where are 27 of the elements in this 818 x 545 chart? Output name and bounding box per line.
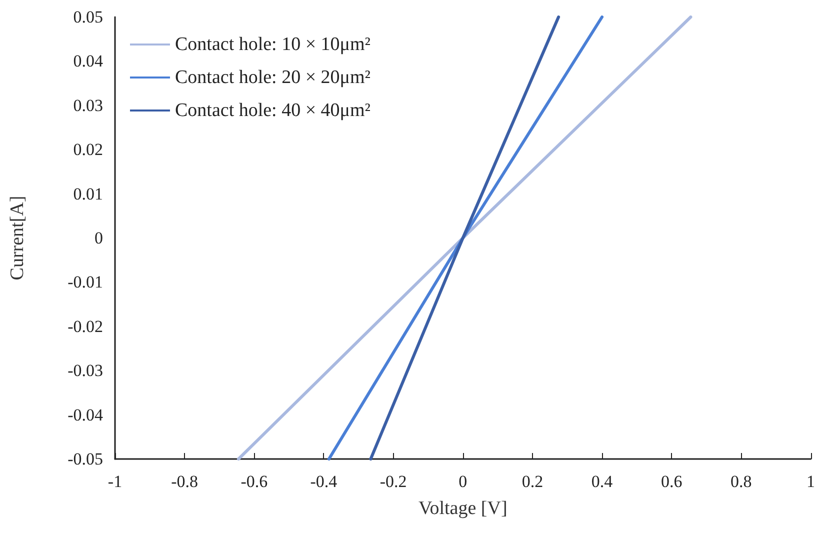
y-axis-title: Current[A] <box>7 196 28 280</box>
x-tick-label: -0.2 <box>380 472 407 491</box>
x-tick-label: 1 <box>806 472 815 491</box>
x-tick-label: 0.2 <box>522 472 544 491</box>
x-tick-label: 0.8 <box>730 472 752 491</box>
y-tick-label: 0.03 <box>73 96 103 115</box>
y-tick-label: 0.02 <box>73 140 103 160</box>
y-tick-label: -0.03 <box>68 361 103 380</box>
x-tick-label: -0.6 <box>240 472 268 491</box>
y-tick-label: 0.01 <box>73 184 103 204</box>
y-tick-label: -0.02 <box>68 316 103 336</box>
x-tick-label: 0.6 <box>660 472 682 491</box>
legend-label: Contact hole: 10 × 10μm² <box>175 34 371 55</box>
legend-label: Contact hole: 20 × 20μm² <box>175 67 371 88</box>
y-tick-label: 0 <box>94 228 103 248</box>
x-tick-label: 0.4 <box>591 472 614 491</box>
x-tick-label: -0.4 <box>310 472 338 491</box>
x-axis-title: Voltage [V] <box>418 498 508 519</box>
y-tick-label: -0.05 <box>68 450 103 468</box>
legend-label: Contact hole: 40 × 40μm² <box>175 100 371 121</box>
x-tick-label: 0 <box>458 472 468 491</box>
x-tick-label: -1 <box>108 472 122 491</box>
x-tick-label: -0.8 <box>171 472 198 491</box>
y-tick-label: -0.04 <box>68 405 104 424</box>
y-tick-label: 0.04 <box>73 52 104 71</box>
y-tick-label: 0.05 <box>73 8 103 26</box>
y-tick-label: -0.01 <box>68 272 103 292</box>
